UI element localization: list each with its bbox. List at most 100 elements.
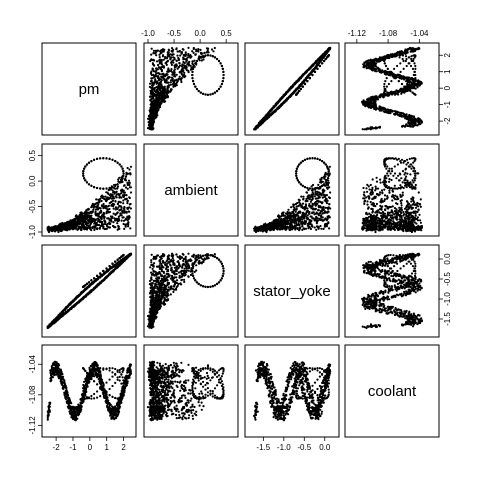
data-point xyxy=(175,78,178,81)
data-point xyxy=(170,63,173,66)
data-point xyxy=(362,99,365,102)
data-point xyxy=(197,48,200,51)
data-point xyxy=(407,62,410,65)
data-point xyxy=(176,54,179,57)
data-point xyxy=(326,217,329,220)
data-point xyxy=(128,168,131,171)
data-point xyxy=(148,117,151,120)
data-point xyxy=(110,219,113,222)
data-point xyxy=(116,185,120,188)
data-point xyxy=(323,189,326,192)
data-point xyxy=(124,225,127,228)
data-point xyxy=(99,187,102,190)
data-point xyxy=(296,205,299,208)
data-point xyxy=(167,49,171,52)
data-point xyxy=(404,55,408,58)
data-point xyxy=(314,190,317,193)
data-point xyxy=(177,56,180,60)
data-point xyxy=(113,197,116,200)
data-point xyxy=(319,224,322,228)
data-point xyxy=(282,211,285,214)
data-point xyxy=(87,183,91,186)
data-point xyxy=(129,202,132,206)
data-point xyxy=(122,172,125,175)
data-point xyxy=(328,202,331,206)
data-point xyxy=(159,78,162,81)
data-point xyxy=(161,54,165,57)
data-point xyxy=(178,64,182,67)
data-point xyxy=(315,211,318,214)
data-point xyxy=(400,77,403,80)
data-point xyxy=(401,112,404,115)
data-point xyxy=(219,85,222,88)
data-point xyxy=(383,82,386,86)
data-point xyxy=(153,89,156,92)
data-point xyxy=(367,59,370,62)
data-point xyxy=(402,124,405,127)
data-point xyxy=(410,57,413,61)
data-point xyxy=(155,67,158,70)
data-point xyxy=(117,227,120,230)
data-point xyxy=(390,90,393,93)
data-point xyxy=(172,53,175,56)
data-point xyxy=(158,66,161,69)
data-point xyxy=(114,200,117,203)
data-point xyxy=(127,172,130,175)
data-point xyxy=(209,93,212,96)
data-point xyxy=(298,89,301,93)
data-point xyxy=(167,84,170,87)
data-point xyxy=(129,227,132,230)
data-point xyxy=(323,59,326,63)
data-point xyxy=(195,87,198,91)
data-point xyxy=(285,217,288,220)
data-point xyxy=(187,46,190,50)
data-point xyxy=(297,220,300,223)
data-point xyxy=(158,56,161,59)
data-point xyxy=(179,54,182,57)
data-point xyxy=(82,223,85,226)
data-point xyxy=(116,187,119,190)
data-point xyxy=(283,223,287,226)
data-point xyxy=(298,223,301,227)
data-point xyxy=(100,218,103,221)
data-point xyxy=(311,191,314,194)
data-point xyxy=(175,59,178,62)
data-point xyxy=(122,222,125,226)
data-point xyxy=(312,211,315,214)
data-point xyxy=(177,77,180,80)
data-point xyxy=(161,48,164,51)
data-point xyxy=(126,187,129,190)
data-point xyxy=(99,157,102,160)
data-point xyxy=(390,80,393,83)
data-point xyxy=(104,220,107,224)
data-point xyxy=(411,85,414,88)
data-point xyxy=(383,87,386,91)
data-point xyxy=(129,165,133,168)
data-point xyxy=(286,213,289,216)
data-point xyxy=(401,54,405,57)
data-point xyxy=(156,98,159,101)
data-point xyxy=(210,48,214,51)
data-point xyxy=(321,180,324,183)
data-point xyxy=(325,194,328,197)
data-point xyxy=(103,215,106,219)
data-point xyxy=(102,202,105,206)
data-point xyxy=(414,64,417,68)
data-point xyxy=(199,48,202,52)
data-point xyxy=(106,208,109,211)
data-point xyxy=(126,199,129,202)
data-point xyxy=(298,201,301,204)
data-point xyxy=(128,181,131,184)
data-point xyxy=(77,225,81,228)
data-point xyxy=(303,205,307,208)
data-point xyxy=(369,58,372,61)
data-point xyxy=(170,88,173,91)
data-point xyxy=(221,80,224,83)
data-point xyxy=(122,216,125,219)
data-point xyxy=(294,210,297,213)
data-point xyxy=(378,105,381,108)
data-point xyxy=(159,51,163,54)
data-point xyxy=(411,91,414,94)
data-point xyxy=(184,75,187,78)
data-point xyxy=(314,207,317,210)
